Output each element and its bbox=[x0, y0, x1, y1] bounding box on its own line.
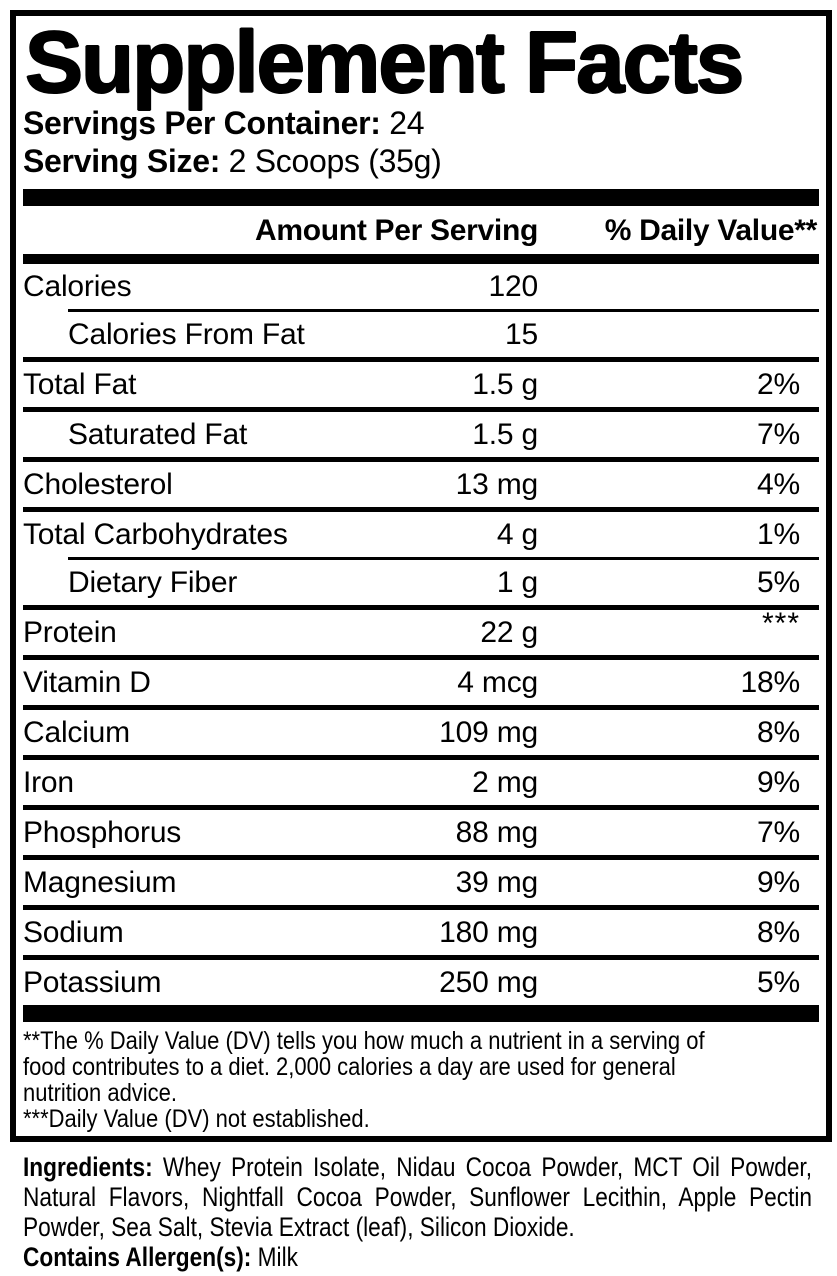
serving-size-label: Serving Size: bbox=[23, 143, 221, 179]
nutrient-amount: 120 bbox=[488, 269, 539, 303]
daily-value-header: % Daily Value** bbox=[604, 214, 818, 247]
nutrient-name: Protein bbox=[23, 615, 117, 649]
row-separator bbox=[23, 855, 819, 860]
panel-title: Supplement Facts bbox=[25, 14, 744, 111]
nutrient-amount: 1.5 g bbox=[472, 367, 538, 401]
nutrient-amount: 109 mg bbox=[439, 715, 538, 749]
nutrient-name: Iron bbox=[23, 765, 74, 799]
servings-per-container-value: 24 bbox=[389, 105, 425, 141]
row-separator bbox=[23, 357, 819, 362]
row-separator bbox=[23, 507, 819, 512]
nutrient-row: Vitamin D 4 mcg 18% bbox=[23, 660, 819, 705]
nutrient-row: Cholesterol 13 mg 4% bbox=[23, 462, 819, 507]
nutrient-amount: 13 mg bbox=[455, 467, 539, 501]
row-separator bbox=[23, 805, 819, 810]
allergens-label: Contains Allergen(s): bbox=[23, 1242, 252, 1272]
nutrient-amount: 2 mg bbox=[472, 765, 538, 799]
nutrient-row: Calcium 109 mg 8% bbox=[23, 710, 819, 755]
row-separator bbox=[23, 605, 819, 610]
nutrient-daily-value: 9% bbox=[757, 765, 800, 799]
nutrient-daily-value: 1% bbox=[757, 517, 800, 551]
nutrient-row: Saturated Fat 1.5 g 7% bbox=[23, 412, 819, 457]
nutrient-daily-value: *** bbox=[761, 606, 800, 640]
nutrient-daily-value: 9% bbox=[757, 865, 800, 899]
nutrient-row: Calories 120 bbox=[23, 264, 819, 309]
nutrient-row: Total Fat 1.5 g 2% bbox=[23, 362, 819, 407]
nutrient-name: Saturated Fat bbox=[68, 417, 248, 451]
servings-per-container-line: Servings Per Container: 24 bbox=[23, 104, 819, 142]
nutrient-amount: 15 bbox=[505, 317, 538, 351]
nutrient-name: Sodium bbox=[23, 915, 124, 949]
row-separator bbox=[68, 557, 819, 560]
row-separator bbox=[23, 905, 819, 910]
nutrient-daily-value: 2% bbox=[757, 367, 800, 401]
nutrient-daily-value: 8% bbox=[757, 715, 800, 749]
allergens-value: Milk bbox=[257, 1242, 298, 1272]
serving-size-value: 2 Scoops (35g) bbox=[228, 143, 442, 179]
nutrient-row: Magnesium 39 mg 9% bbox=[23, 860, 819, 905]
divider-heavy-bottom bbox=[23, 1005, 819, 1022]
nutrient-row: Iron 2 mg 9% bbox=[23, 760, 819, 805]
nutrient-name: Vitamin D bbox=[23, 665, 151, 699]
nutrient-name: Calories bbox=[23, 269, 132, 303]
nutrient-amount: 1.5 g bbox=[472, 417, 538, 451]
nutrient-row: Total Carbohydrates 4 g 1% bbox=[23, 512, 819, 557]
nutrient-name: Calcium bbox=[23, 715, 130, 749]
ingredients-text: Ingredients: Whey Protein Isolate, Nidau… bbox=[23, 1152, 812, 1242]
row-separator bbox=[23, 407, 819, 412]
nutrient-amount: 250 mg bbox=[439, 965, 538, 999]
nutrient-name: Dietary Fiber bbox=[68, 565, 238, 599]
bottom-text-block: Ingredients: Whey Protein Isolate, Nidau… bbox=[23, 1152, 812, 1272]
nutrient-daily-value: 8% bbox=[757, 915, 800, 949]
nutrient-row: Dietary Fiber 1 g 5% bbox=[23, 560, 819, 605]
divider-medium-header bbox=[23, 254, 819, 264]
table-header-row: Amount Per Serving % Daily Value** bbox=[23, 206, 819, 254]
row-separator bbox=[68, 309, 819, 312]
nutrient-daily-value: 5% bbox=[757, 565, 800, 599]
allergens-text: Contains Allergen(s): Milk bbox=[23, 1242, 812, 1272]
nutrient-daily-value: 5% bbox=[757, 965, 800, 999]
amount-per-serving-header: Amount Per Serving bbox=[255, 214, 538, 247]
nutrient-name: Cholesterol bbox=[23, 467, 173, 501]
nutrient-name: Potassium bbox=[23, 965, 162, 999]
nutrient-name: Phosphorus bbox=[23, 815, 182, 849]
nutrient-amount: 22 g bbox=[480, 615, 538, 649]
ingredients-list: Whey Protein Isolate, Nidau Cocoa Powder… bbox=[23, 1152, 813, 1242]
row-separator bbox=[23, 457, 819, 462]
nutrient-row: Phosphorus 88 mg 7% bbox=[23, 810, 819, 855]
divider-heavy-top bbox=[23, 189, 819, 206]
nutrient-daily-value: 7% bbox=[757, 815, 800, 849]
row-separator bbox=[23, 955, 819, 960]
nutrient-amount: 4 g bbox=[496, 517, 538, 551]
ingredients-label: Ingredients: bbox=[23, 1152, 153, 1182]
nutrient-name: Total Fat bbox=[23, 367, 137, 401]
nutrient-name: Calories From Fat bbox=[68, 317, 305, 351]
nutrient-table: Calories 120 Calories From Fat 15 Total Fat 1… bbox=[23, 264, 819, 1005]
nutrient-amount: 180 mg bbox=[439, 915, 538, 949]
nutrient-row: Protein 22 g *** bbox=[23, 606, 819, 655]
nutrient-amount: 88 mg bbox=[455, 815, 539, 849]
footnotes: **The % Daily Value (DV) tells you how m… bbox=[23, 1027, 705, 1133]
nutrient-name: Magnesium bbox=[23, 865, 177, 899]
supplement-facts-panel: Supplement Facts Servings Per Container:… bbox=[10, 10, 832, 1142]
nutrient-amount: 4 mcg bbox=[457, 665, 538, 699]
nutrient-row: Potassium 250 mg 5% bbox=[23, 960, 819, 1005]
nutrient-row: Sodium 180 mg 8% bbox=[23, 910, 819, 955]
nutrient-name: Total Carbohydrates bbox=[23, 517, 288, 551]
servings-per-container-label: Servings Per Container: bbox=[23, 105, 381, 141]
serving-size-line: Serving Size: 2 Scoops (35g) bbox=[23, 142, 819, 180]
row-separator bbox=[23, 705, 819, 710]
row-separator bbox=[23, 755, 819, 760]
supplement-label-page: Supplement Facts Servings Per Container:… bbox=[0, 10, 837, 1276]
nutrient-row: Calories From Fat 15 bbox=[23, 312, 819, 357]
nutrient-amount: 1 g bbox=[496, 565, 538, 599]
nutrient-daily-value: 4% bbox=[757, 467, 800, 501]
row-separator bbox=[23, 655, 819, 660]
nutrient-daily-value: 18% bbox=[740, 665, 801, 699]
nutrient-amount: 39 mg bbox=[455, 865, 539, 899]
nutrient-daily-value: 7% bbox=[757, 417, 800, 451]
